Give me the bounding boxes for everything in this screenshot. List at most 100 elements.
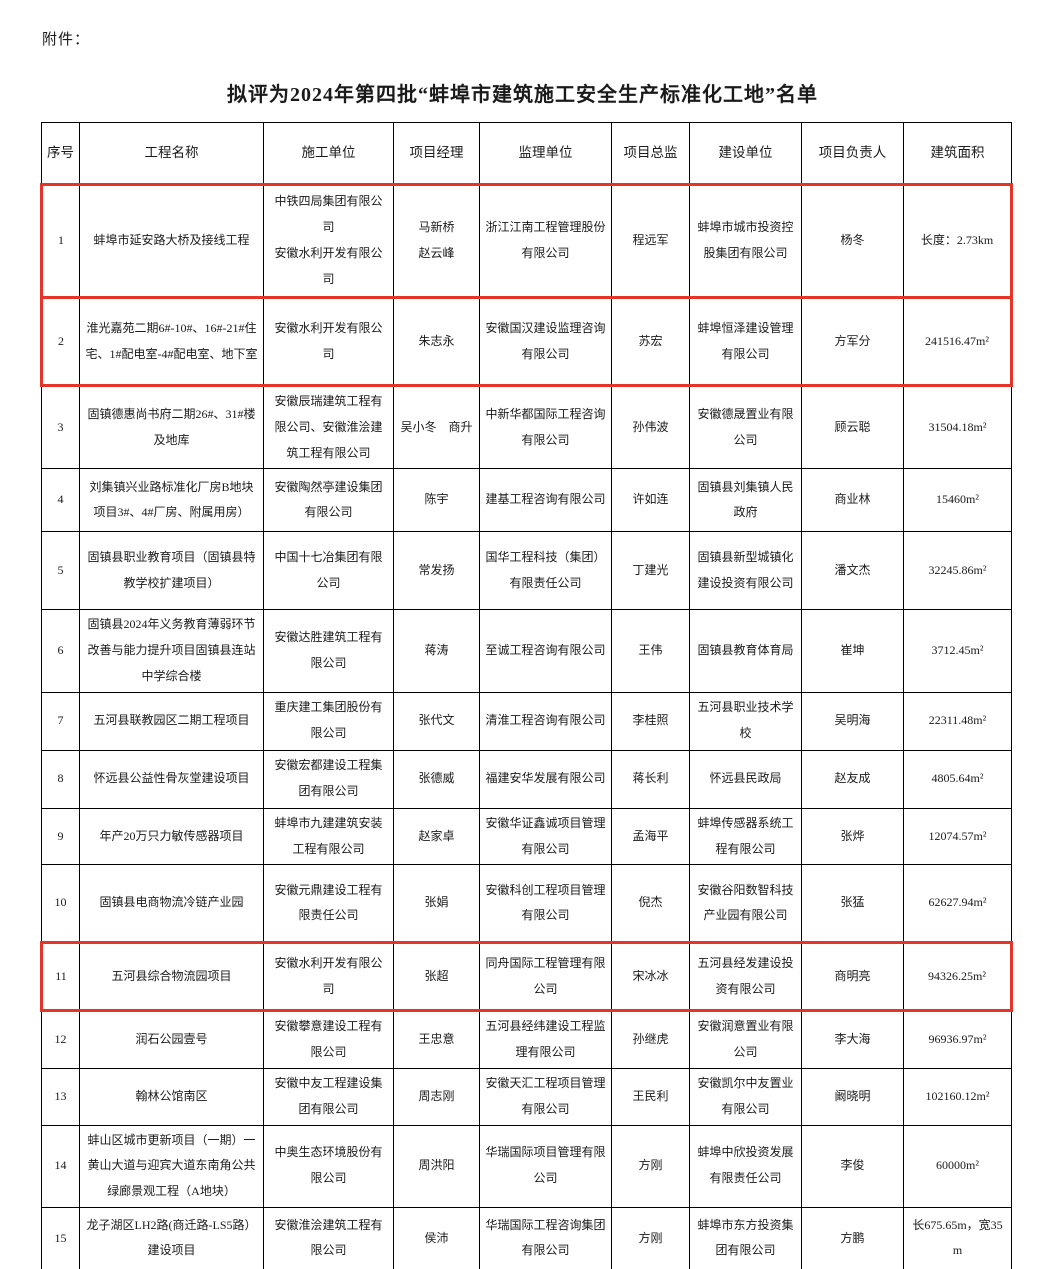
cell-owner: 安徽德晟置业有限公司 bbox=[689, 384, 802, 470]
cell-manager: 马新桥 赵云峰 bbox=[393, 183, 480, 299]
cell-project: 龙子湖区LH2路(商迁路-LS5路）建设项目 bbox=[79, 1206, 264, 1269]
cell-owner: 固镇县刘集镇人民政府 bbox=[689, 468, 802, 533]
cell-manager: 蒋涛 bbox=[393, 609, 480, 693]
cell-owner: 蚌埠市城市投资控股集团有限公司 bbox=[689, 183, 802, 299]
table-row: 7 五河县联教园区二期工程项目 重庆建工集团股份有限公司 张代文 清淮工程咨询有限公司李… bbox=[41, 691, 1012, 751]
cell-project: 五河县联教园区二期工程项目 bbox=[79, 691, 264, 751]
cell-leader: 李俊 bbox=[801, 1124, 904, 1208]
cell-supervisor: 五河县经纬建设工程监理有限公司 bbox=[479, 1010, 612, 1069]
cell-contractor: 安徽攀意建设工程有限公司 bbox=[263, 1010, 394, 1069]
cell-manager: 朱志永 bbox=[393, 296, 480, 387]
cell-area: 96936.97m² bbox=[903, 1010, 1012, 1069]
cell-director: 倪杰 bbox=[611, 864, 690, 944]
cell-area: 长675.65m，宽35m bbox=[903, 1206, 1012, 1269]
cell-manager: 张娟 bbox=[393, 864, 480, 944]
cell-owner: 安徽润意置业有限公司 bbox=[689, 1010, 802, 1069]
table-header-row: 序号 工程名称 施工单位 项目经理 监理单位 项目总监 建设单位 项目负责人 建… bbox=[41, 122, 1012, 185]
cell-supervisor: 安徽天汇工程项目管理有限公司 bbox=[479, 1067, 612, 1126]
cell-project: 固镇县职业教育项目（固镇县特教学校扩建项目） bbox=[79, 531, 264, 611]
cell-supervisor: 建基工程咨询有限公司 bbox=[479, 468, 612, 533]
cell-contractor: 安徽淮浍建筑工程有限公司 bbox=[263, 1206, 394, 1269]
col-header-contractor: 施工单位 bbox=[263, 122, 394, 185]
cell-director: 丁建光 bbox=[611, 531, 690, 611]
table-row: 12 润石公园壹号 安徽攀意建设工程有限公司 王忠意 五河县经纬建设工程监理有限公司 孙继… bbox=[41, 1010, 1012, 1069]
cell-leader: 杨冬 bbox=[801, 183, 904, 299]
cell-area: 31504.18m² bbox=[903, 384, 1012, 470]
cell-no: 13 bbox=[41, 1067, 80, 1126]
cell-contractor: 安徽陶然亭建设集团有限公司 bbox=[263, 468, 394, 533]
cell-manager: 陈宇 bbox=[393, 468, 480, 533]
cell-leader: 阚晓明 bbox=[801, 1067, 904, 1126]
table-row: 4 刘集镇兴业路标准化厂房B地块项目3#、4#厂房、附属用房） 安徽陶然亭建设集团有… bbox=[41, 468, 1012, 533]
cell-project: 怀远县公益性骨灰堂建设项目 bbox=[79, 749, 264, 809]
cell-project: 润石公园壹号 bbox=[79, 1010, 264, 1069]
cell-leader: 吴明海 bbox=[801, 691, 904, 751]
table-row: 5 固镇县职业教育项目（固镇县特教学校扩建项目） 中国十七冶集团有限公司 常发扬 国华工… bbox=[41, 531, 1012, 611]
cell-owner: 五河县经发建设投资有限公司 bbox=[689, 941, 802, 1013]
cell-owner: 蚌埠中欣投资发展有限责任公司 bbox=[689, 1124, 802, 1208]
cell-owner: 怀远县民政局 bbox=[689, 749, 802, 809]
cell-director: 苏宏 bbox=[611, 296, 690, 387]
cell-contractor: 安徽宏都建设工程集团有限公司 bbox=[263, 749, 394, 809]
table-row: 6 固镇县2024年义务教育薄弱环节改善与能力提升项目固镇县连站中学综合楼 安徽达胜… bbox=[41, 609, 1012, 693]
cell-supervisor: 华瑞国际项目管理有限公司 bbox=[479, 1124, 612, 1208]
attachment-label: 附件： bbox=[42, 32, 91, 48]
cell-manager: 张代文 bbox=[393, 691, 480, 751]
cell-area: 4805.64m² bbox=[903, 749, 1012, 809]
cell-contractor: 中国十七冶集团有限公司 bbox=[263, 531, 394, 611]
cell-manager: 周志刚 bbox=[393, 1067, 480, 1126]
cell-supervisor: 国华工程科技（集团）有限责任公司 bbox=[479, 531, 612, 611]
cell-contractor: 安徽达胜建筑工程有限公司 bbox=[263, 609, 394, 693]
cell-project: 五河县综合物流园项目 bbox=[79, 941, 264, 1013]
col-header-project: 工程名称 bbox=[79, 122, 264, 185]
cell-no: 7 bbox=[41, 691, 80, 751]
table-body: 1 蚌埠市延安路大桥及接线工程 中铁四局集团有限公司 安徽水利开发有限公司 马新桥 赵… bbox=[40, 183, 1013, 1269]
cell-manager: 王忠意 bbox=[393, 1010, 480, 1069]
table-row: 2 淮光嘉苑二期6#-10#、16#-21#住宅、1#配电室-4#配电室、地下室安… bbox=[40, 296, 1013, 387]
cell-leader: 商明亮 bbox=[801, 941, 904, 1013]
cell-leader: 潘文杰 bbox=[801, 531, 904, 611]
cell-area: 241516.47m² bbox=[903, 296, 1013, 387]
cell-supervisor: 安徽华证鑫诚项目管理有限公司 bbox=[479, 807, 612, 866]
cell-director: 李桂照 bbox=[611, 691, 690, 751]
cell-project: 淮光嘉苑二期6#-10#、16#-21#住宅、1#配电室-4#配电室、地下室 bbox=[79, 296, 264, 387]
cell-owner: 五河县职业技术学校 bbox=[689, 691, 802, 751]
cell-project: 年产20万只力敏传感器项目 bbox=[79, 807, 264, 866]
cell-manager: 张超 bbox=[393, 941, 480, 1013]
cell-contractor: 安徽辰瑞建筑工程有限公司、安徽淮浍建筑工程有限公司 bbox=[263, 384, 394, 470]
cell-area: 32245.86m² bbox=[903, 531, 1012, 611]
cell-supervisor: 至诚工程咨询有限公司 bbox=[479, 609, 612, 693]
cell-no: 1 bbox=[40, 183, 80, 299]
cell-area: 3712.45m² bbox=[903, 609, 1012, 693]
cell-project: 刘集镇兴业路标准化厂房B地块项目3#、4#厂房、附属用房） bbox=[79, 468, 264, 533]
cell-contractor: 中奥生态环境股份有限公司 bbox=[263, 1124, 394, 1208]
cell-manager: 吴小冬 商升 bbox=[393, 384, 480, 470]
cell-supervisor: 华瑞国际工程咨询集团有限公司 bbox=[479, 1206, 612, 1269]
cell-no: 15 bbox=[41, 1206, 80, 1269]
cell-director: 方刚 bbox=[611, 1206, 690, 1269]
cell-director: 程远军 bbox=[611, 183, 690, 299]
cell-supervisor: 福建安华发展有限公司 bbox=[479, 749, 612, 809]
cell-no: 5 bbox=[41, 531, 80, 611]
cell-area: 102160.12m² bbox=[903, 1067, 1012, 1126]
col-header-owner: 建设单位 bbox=[689, 122, 802, 185]
table-row: 11 五河县综合物流园项目 安徽水利开发有限公司 张超 同舟国际工程管理有限公司 宋冰冰五… bbox=[40, 941, 1013, 1013]
cell-leader: 方军分 bbox=[801, 296, 904, 387]
table-row: 1 蚌埠市延安路大桥及接线工程 中铁四局集团有限公司 安徽水利开发有限公司 马新桥 赵… bbox=[40, 183, 1013, 299]
projects-table: 序号 工程名称 施工单位 项目经理 监理单位 项目总监 建设单位 项目负责人 建… bbox=[40, 122, 1013, 1269]
cell-owner: 蚌埠恒泽建设管理有限公司 bbox=[689, 296, 802, 387]
cell-project: 翰林公馆南区 bbox=[79, 1067, 264, 1126]
cell-no: 12 bbox=[41, 1010, 80, 1069]
cell-manager: 常发扬 bbox=[393, 531, 480, 611]
cell-owner: 固镇县教育体育局 bbox=[689, 609, 802, 693]
col-header-area: 建筑面积 bbox=[903, 122, 1012, 185]
cell-area: 15460m² bbox=[903, 468, 1012, 533]
cell-leader: 赵友成 bbox=[801, 749, 904, 809]
col-header-leader: 项目负责人 bbox=[801, 122, 904, 185]
cell-owner: 固镇县新型城镇化建设投资有限公司 bbox=[689, 531, 802, 611]
cell-director: 蒋长利 bbox=[611, 749, 690, 809]
cell-contractor: 蚌埠市九建建筑安装工程有限公司 bbox=[263, 807, 394, 866]
cell-area: 长度：2.73km bbox=[903, 183, 1013, 299]
table-row: 10 固镇县电商物流冷链产业园 安徽元鼎建设工程有限责任公司 张娟 安徽科创工程项目管理… bbox=[41, 864, 1012, 944]
